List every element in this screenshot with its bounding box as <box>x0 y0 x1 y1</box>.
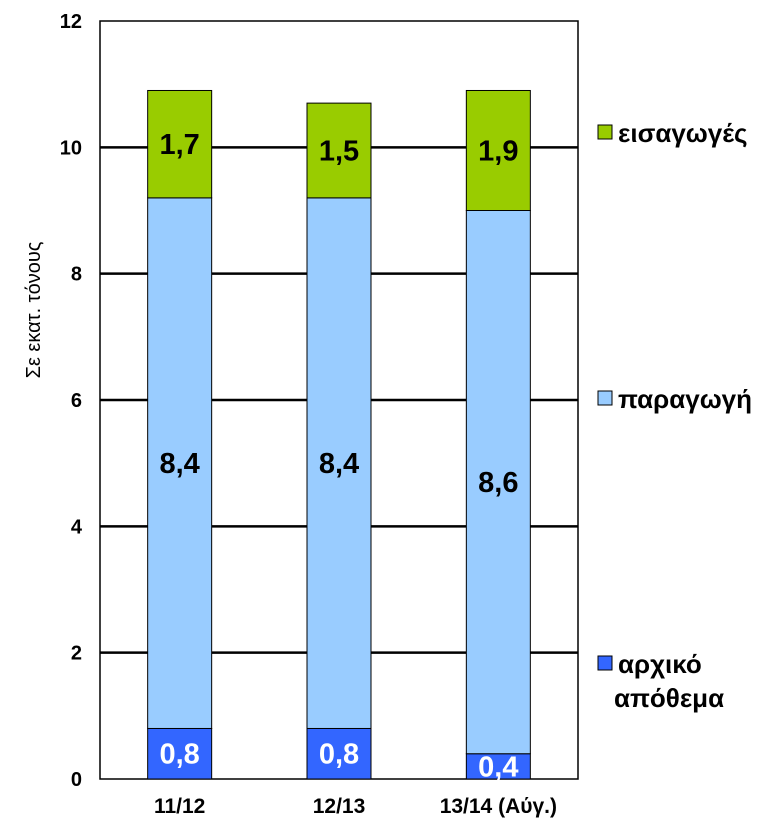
y-axis-label: Σε εκατ. τόνους <box>23 241 45 378</box>
y-tick-label: 10 <box>60 137 82 159</box>
data-labels: 0,8 8,4 1,7 0,8 8,4 1,5 0,4 8,6 1,9 <box>160 129 519 783</box>
y-tick-label: 12 <box>60 11 82 33</box>
bar-segment <box>147 197 213 729</box>
y-tick-label: 4 <box>71 516 83 538</box>
data-label: 0,8 <box>160 739 200 771</box>
legend-swatch <box>597 655 613 671</box>
bar-segment <box>465 753 531 780</box>
bar-segment <box>306 727 372 780</box>
y-tick-label: 6 <box>71 390 82 412</box>
legend-swatch <box>597 390 613 406</box>
legend-label: παραγωγή <box>618 384 752 414</box>
legend: εισαγωγές παραγωγή αρχικό απόθεμα <box>597 118 752 713</box>
y-tick-label: 8 <box>71 264 82 286</box>
y-tick-label: 2 <box>71 643 82 665</box>
x-category-label: 12/13 <box>313 795 366 818</box>
data-label: 0,8 <box>319 739 359 771</box>
data-label: 8,6 <box>478 467 518 499</box>
y-axis-ticks: 0 2 4 6 8 10 12 <box>60 11 83 791</box>
x-category-label: 11/12 <box>154 795 205 818</box>
x-axis-categories: 11/12 12/13 13/14 (Αύγ.) <box>154 795 557 818</box>
y-tick-label: 0 <box>71 769 82 791</box>
data-label: 0,4 <box>478 751 518 783</box>
bar-segment <box>465 210 531 755</box>
data-label: 1,5 <box>319 135 359 167</box>
bar-segment <box>306 197 372 729</box>
legend-label: αρχικό <box>618 649 702 679</box>
legend-swatch <box>597 124 613 140</box>
legend-label-cont: απόθεμα <box>614 683 724 713</box>
bars <box>147 89 531 780</box>
bar-segment <box>465 89 531 211</box>
data-label: 8,4 <box>319 448 359 480</box>
data-label: 8,4 <box>160 448 200 480</box>
bar-segment <box>147 89 213 199</box>
data-label: 1,7 <box>160 129 200 161</box>
bar-segment <box>306 102 372 199</box>
x-category-label: 13/14 (Αύγ.) <box>440 795 557 818</box>
data-label: 1,9 <box>478 135 518 167</box>
legend-label: εισαγωγές <box>618 118 747 148</box>
